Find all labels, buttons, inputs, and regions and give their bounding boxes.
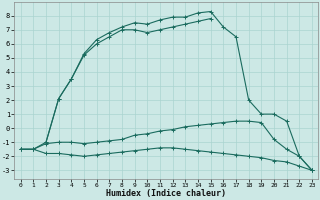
X-axis label: Humidex (Indice chaleur): Humidex (Indice chaleur): [106, 189, 226, 198]
